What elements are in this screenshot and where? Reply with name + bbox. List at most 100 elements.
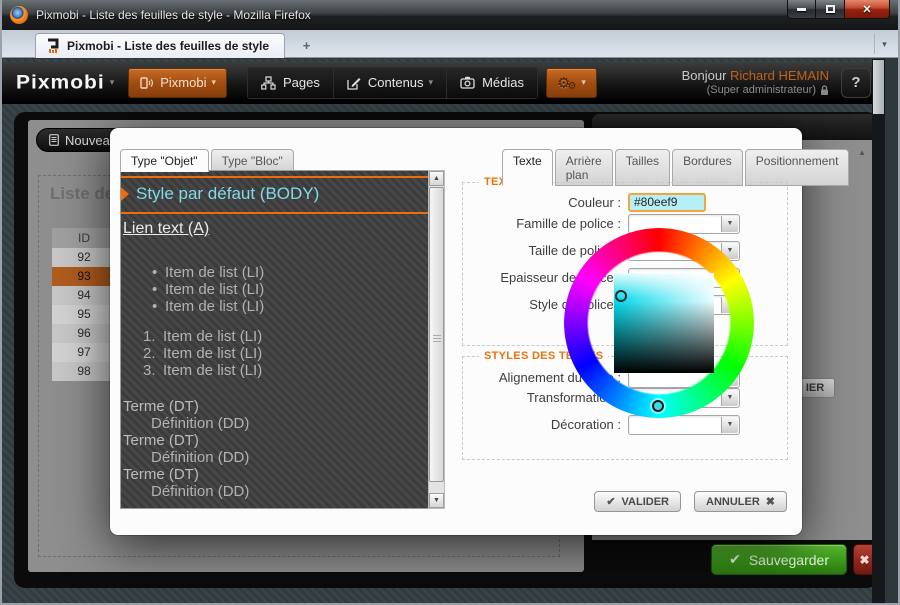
lock-icon [820,85,829,96]
numbered-list: 1. Item de list (LI) 2. Item de list (LI) … [121,328,428,379]
hue-cursor[interactable] [652,400,664,412]
check-icon: ✔ [606,496,616,508]
dialog-actions: ✔ VALIDER ANNULER ✖ [594,491,787,512]
chevron-down-icon: ▾ [428,77,434,87]
scroll-up-icon[interactable]: ▲ [858,148,866,157]
save-label: Sauvegarder [748,551,829,568]
close-window-button[interactable]: ✕ [845,0,890,19]
browser-tab[interactable]: Pixmobi - Liste des feuilles de style [35,33,285,58]
scrollbar-thumb[interactable] [429,187,444,482]
site-selector-button[interactable]: Pixmobi ▾ [128,67,227,98]
list-item-dt[interactable]: Terme (DT) [123,466,199,483]
tab-texte[interactable]: Texte [502,149,553,186]
new-tab-button[interactable]: + [302,38,311,53]
close-icon: ✕ [862,3,872,16]
sv-cursor[interactable] [615,290,627,302]
app-logo[interactable]: Pixmobi ▾ [16,71,114,95]
saturation-value-square[interactable] [614,273,714,373]
document-icon [49,134,59,146]
nav-item-contenus[interactable]: Contenus ▾ [333,67,448,98]
user-info: Bonjour Richard HEMAIN (Super administra… [682,68,829,98]
nav-item-medias[interactable]: Médias [447,67,537,98]
save-button[interactable]: ✔ Sauvegarder [711,544,847,575]
page-background: Pixmobi ▾ Pixmobi ▾ Pages [2,59,885,603]
definition-list: Terme (DT) Définition (DD) Terme (DT) Dé… [121,398,428,500]
decoration-select[interactable]: ▼ [628,414,740,435]
chevron-down-icon: ▼ [721,215,738,232]
chevron-down-icon: ▾ [211,77,216,87]
settings-button[interactable]: ⚙ ⚙ ▾ [545,67,597,98]
table-row[interactable]: 98 [52,362,116,381]
stylesheet-table: ID 92 93 94 95 96 97 98 [52,228,116,381]
list-item-dd[interactable]: Définition (DD) [151,449,250,466]
tab-type-bloc[interactable]: Type "Bloc" [210,149,294,172]
list-item-li[interactable]: Item de list (LI) [121,281,428,298]
chevron-down-icon: ▾ [581,77,586,87]
list-scrollbar[interactable]: ▲ ▼ [428,170,445,509]
list-item-li[interactable]: Item de list (LI) [121,298,428,315]
table-row[interactable]: 97 [52,343,116,362]
tab-positionnement[interactable]: Positionnement [744,149,850,186]
list-item-li[interactable]: 1. Item de list (LI) [143,328,263,345]
style-type-tabs: Type "Objet" Type "Bloc" [120,149,296,172]
tab-arriere-plan[interactable]: Arrière plan [554,149,613,186]
list-item-li[interactable]: 3. Item de list (LI) [143,362,263,379]
list-item-dd[interactable]: Définition (DD) [151,415,250,432]
tab-bordures[interactable]: Bordures [672,149,743,186]
table-row[interactable]: 92 [52,248,116,267]
nav-item-medias-label: Médias [482,75,524,90]
scroll-up-icon[interactable]: ▲ [429,171,444,186]
close-icon: ✖ [765,496,775,508]
style-property-tabs: Texte Arrière plan Tailles Bordures Posi… [502,149,851,186]
tab-title: Pixmobi - Liste des feuilles de style [67,39,270,53]
save-actions: ✔ Sauvegarder ✖ [711,544,876,575]
window-title: Pixmobi - Liste des feuilles de style - … [36,8,311,22]
couleur-input[interactable] [628,192,706,212]
minimize-icon [797,7,806,11]
maximize-button[interactable] [816,0,845,19]
chevron-down-icon: ▼ [721,389,738,406]
couleur-label: Couleur : [568,194,621,210]
help-button[interactable]: ? [841,67,871,98]
new-stylesheet-label: Nouveau [65,132,118,148]
valider-button[interactable]: ✔ VALIDER [594,491,681,512]
list-item-body-selected[interactable]: Style par défaut (BODY) [121,176,428,214]
list-item-li[interactable]: 2. Item de list (LI) [143,345,263,362]
table-row[interactable]: 96 [52,324,116,343]
camera-icon [460,76,475,89]
window-controls: ✕ [787,0,890,19]
list-item-dd[interactable]: Définition (DD) [151,483,250,500]
table-row-selected[interactable]: 93 [52,267,116,286]
list-item-li[interactable]: Item de list (LI) [121,264,428,281]
gear-small-icon: ⚙ [567,81,577,92]
minimize-button[interactable] [787,0,816,19]
nav-item-contenus-label: Contenus [367,75,424,90]
edit-icon [347,76,361,90]
decoration-label: Décoration : [550,417,621,432]
nav-item-pages[interactable]: Pages [248,67,334,98]
user-name[interactable]: Richard HEMAIN [730,67,829,83]
all-tabs-dropdown[interactable]: ▾ [874,34,894,54]
list-item-dt[interactable]: Terme (DT) [123,432,199,449]
table-row[interactable]: 95 [52,305,116,324]
pixmobi-favicon [48,38,59,53]
tab-type-objet[interactable]: Type "Objet" [120,149,209,172]
gear-icon: ⚙ [556,74,571,92]
browser-scrollbar[interactable] [872,59,885,603]
logo-text: Pixmobi [16,71,105,93]
check-icon: ✔ [729,551,741,567]
firefox-icon[interactable] [10,6,28,24]
browser-scrollbar-thumb[interactable] [873,60,884,114]
user-role: (Super administrateur) [706,83,816,96]
clipped-modifier-button[interactable]: IER [795,378,835,398]
annuler-button[interactable]: ANNULER ✖ [694,491,787,512]
style-preview-list: Style par défaut (BODY) Lien text (A) It… [120,170,428,509]
list-item-link[interactable]: Lien text (A) [123,220,210,237]
app-navbar: Pixmobi ▾ Pixmobi ▾ Pages [2,62,885,104]
table-row[interactable]: 94 [52,286,116,305]
greeting-text: Bonjour [681,67,727,83]
scroll-down-icon[interactable]: ▼ [429,493,444,508]
tab-tailles[interactable]: Tailles [614,149,671,186]
list-item-dt[interactable]: Terme (DT) [123,398,199,415]
